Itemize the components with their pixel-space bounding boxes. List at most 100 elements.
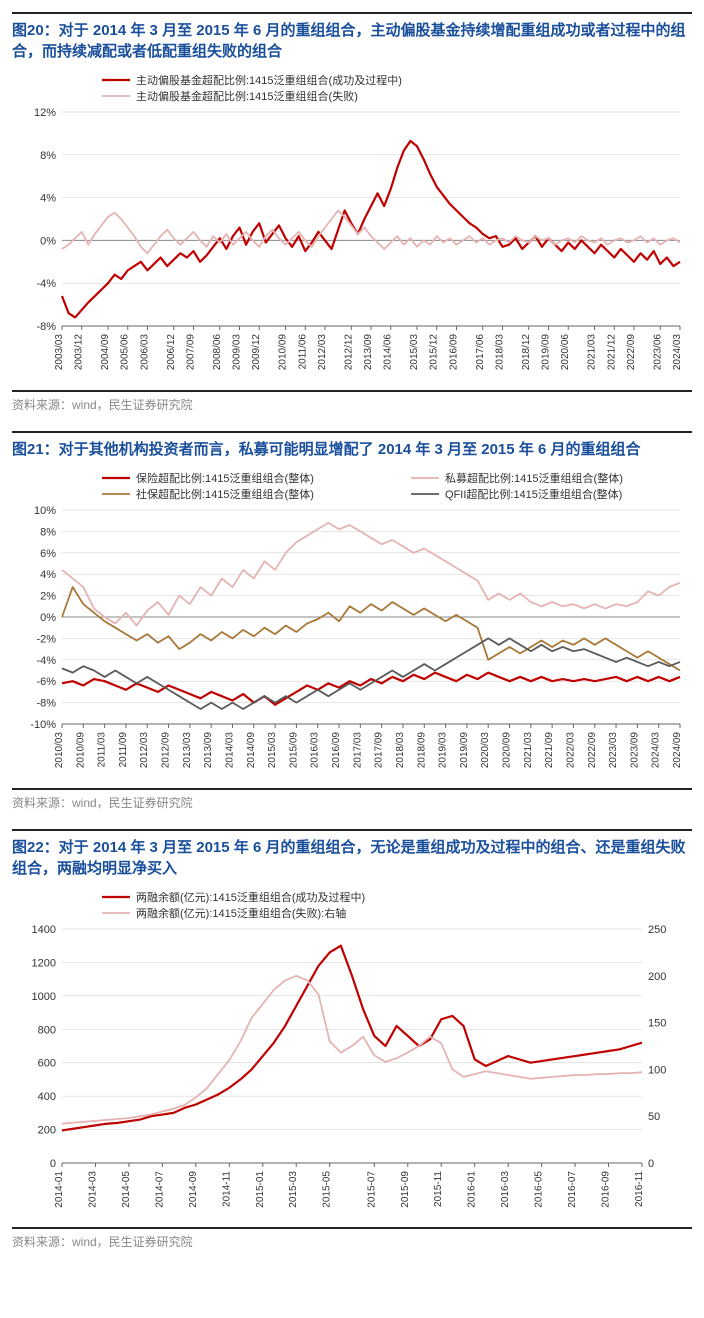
- svg-text:2020/09: 2020/09: [502, 732, 513, 769]
- svg-text:私募超配比例:1415泛重组组合(整体): 私募超配比例:1415泛重组组合(整体): [445, 471, 623, 485]
- svg-text:2008/06: 2008/06: [212, 334, 223, 371]
- svg-text:2014/06: 2014/06: [383, 334, 394, 371]
- svg-text:2015-05: 2015-05: [322, 1171, 333, 1208]
- svg-text:2021/09: 2021/09: [544, 732, 555, 769]
- svg-text:4%: 4%: [40, 569, 56, 581]
- svg-text:2022/09: 2022/09: [587, 732, 598, 769]
- svg-text:2010/09: 2010/09: [75, 732, 86, 769]
- svg-text:100: 100: [648, 1064, 666, 1076]
- svg-text:2016-03: 2016-03: [500, 1171, 511, 1208]
- svg-text:社保超配比例:1415泛重组组合(整体): 社保超配比例:1415泛重组组合(整体): [136, 487, 314, 501]
- svg-text:2010/03: 2010/03: [54, 732, 65, 769]
- svg-text:2011/03: 2011/03: [97, 732, 108, 768]
- svg-text:2015-09: 2015-09: [400, 1171, 411, 1208]
- svg-text:2022/09: 2022/09: [626, 334, 637, 371]
- svg-text:4%: 4%: [40, 193, 56, 205]
- svg-text:主动偏股基金超配比例:1415泛重组组合(成功及过程中): 主动偏股基金超配比例:1415泛重组组合(成功及过程中): [136, 73, 402, 87]
- svg-text:2017/06: 2017/06: [475, 334, 486, 371]
- svg-text:8%: 8%: [40, 150, 56, 162]
- svg-text:2009/03: 2009/03: [232, 334, 243, 371]
- svg-text:6%: 6%: [40, 548, 56, 560]
- svg-text:150: 150: [648, 1018, 666, 1030]
- svg-text:2003/12: 2003/12: [74, 334, 85, 371]
- svg-text:2006/03: 2006/03: [139, 334, 150, 371]
- svg-text:-8%: -8%: [36, 698, 56, 710]
- svg-text:2023/03: 2023/03: [608, 732, 619, 769]
- svg-text:2003/03: 2003/03: [54, 334, 65, 371]
- svg-text:10%: 10%: [34, 505, 56, 517]
- svg-text:2014/03: 2014/03: [224, 732, 235, 769]
- svg-text:2015-11: 2015-11: [433, 1171, 444, 1207]
- svg-text:2012/09: 2012/09: [161, 732, 172, 769]
- svg-text:2018/03: 2018/03: [494, 334, 505, 371]
- svg-text:2014-11: 2014-11: [221, 1171, 232, 1207]
- svg-text:2016-11: 2016-11: [634, 1171, 645, 1207]
- svg-text:2015-03: 2015-03: [288, 1171, 299, 1208]
- svg-text:2024/03: 2024/03: [651, 732, 662, 769]
- svg-text:2014-05: 2014-05: [121, 1171, 132, 1208]
- figure-21: 图21：对于其他机构投资者而言，私募可能明显增配了 2014 年 3 月至 20…: [12, 431, 692, 811]
- figure-22-title: 图22：对于 2014 年 3 月至 2015 年 6 月的重组组合，无论是重组…: [12, 829, 692, 883]
- svg-text:2016/09: 2016/09: [331, 732, 342, 769]
- svg-text:保险超配比例:1415泛重组组合(整体): 保险超配比例:1415泛重组组合(整体): [136, 471, 314, 485]
- svg-text:12%: 12%: [34, 107, 56, 119]
- svg-text:2024/03: 2024/03: [672, 334, 683, 371]
- svg-text:-4%: -4%: [36, 278, 56, 290]
- svg-text:2021/12: 2021/12: [606, 334, 617, 371]
- svg-text:0: 0: [648, 1158, 654, 1170]
- svg-text:2021/03: 2021/03: [523, 732, 534, 769]
- svg-text:2015-07: 2015-07: [366, 1171, 377, 1208]
- figure-22-source: 资料来源：wind，民生证券研究院: [12, 1229, 692, 1250]
- svg-text:2022/03: 2022/03: [565, 732, 576, 769]
- figure-22-chart: 两融余额(亿元):1415泛重组组合(成功及过程中) 两融余额(亿元):1415泛…: [12, 883, 692, 1229]
- figure-20-source: 资料来源：wind，民生证券研究院: [12, 392, 692, 413]
- svg-text:2018/09: 2018/09: [416, 732, 427, 769]
- figure-21-chart: 保险超配比例:1415泛重组组合(整体) 私募超配比例:1415泛重组组合(整体)…: [12, 464, 692, 790]
- figure-22: 图22：对于 2014 年 3 月至 2015 年 6 月的重组组合，无论是重组…: [12, 829, 692, 1250]
- svg-text:2016/09: 2016/09: [448, 334, 459, 371]
- svg-text:-4%: -4%: [36, 655, 56, 667]
- svg-text:2016-05: 2016-05: [534, 1171, 545, 1208]
- svg-text:2015/03: 2015/03: [409, 334, 420, 371]
- svg-text:2012/12: 2012/12: [343, 334, 354, 371]
- svg-text:200: 200: [38, 1125, 56, 1137]
- svg-text:2%: 2%: [40, 591, 56, 603]
- svg-text:2004/09: 2004/09: [100, 334, 111, 371]
- svg-text:2016-01: 2016-01: [467, 1171, 478, 1208]
- svg-text:两融余额(亿元):1415泛重组组合(成功及过程中): 两融余额(亿元):1415泛重组组合(成功及过程中): [136, 890, 365, 904]
- svg-text:两融余额(亿元):1415泛重组组合(失败):右轴: 两融余额(亿元):1415泛重组组合(失败):右轴: [136, 906, 346, 920]
- svg-text:-10%: -10%: [30, 719, 56, 731]
- svg-text:2015/09: 2015/09: [288, 732, 299, 769]
- svg-text:2010/09: 2010/09: [278, 334, 289, 371]
- svg-text:2014/09: 2014/09: [246, 732, 257, 769]
- figure-21-source: 资料来源：wind，民生证券研究院: [12, 790, 692, 811]
- svg-text:2013/09: 2013/09: [203, 732, 214, 769]
- svg-text:2016-09: 2016-09: [601, 1171, 612, 1208]
- svg-text:200: 200: [648, 971, 666, 983]
- figure-21-title: 图21：对于其他机构投资者而言，私募可能明显增配了 2014 年 3 月至 20…: [12, 431, 692, 464]
- svg-text:2014-07: 2014-07: [154, 1171, 165, 1208]
- svg-text:2020/06: 2020/06: [560, 334, 571, 371]
- svg-text:2014-09: 2014-09: [188, 1171, 199, 1208]
- svg-text:2023/06: 2023/06: [652, 334, 663, 371]
- svg-text:2012/03: 2012/03: [317, 334, 328, 371]
- svg-text:2016/03: 2016/03: [310, 732, 321, 769]
- svg-text:600: 600: [38, 1058, 56, 1070]
- svg-text:2016-07: 2016-07: [567, 1171, 578, 1208]
- svg-text:1200: 1200: [32, 957, 56, 969]
- figure-20: 图20：对于 2014 年 3 月至 2015 年 6 月的重组组合，主动偏股基…: [12, 12, 692, 413]
- svg-text:2018/12: 2018/12: [521, 334, 532, 371]
- svg-text:2013/03: 2013/03: [182, 732, 193, 769]
- svg-text:2019/09: 2019/09: [459, 732, 470, 769]
- svg-text:2012/03: 2012/03: [139, 732, 150, 769]
- svg-text:2007/09: 2007/09: [185, 334, 196, 371]
- svg-text:2018/03: 2018/03: [395, 732, 406, 769]
- svg-text:800: 800: [38, 1024, 56, 1036]
- svg-text:2005/06: 2005/06: [120, 334, 131, 371]
- svg-text:1400: 1400: [32, 924, 56, 936]
- svg-text:2015/03: 2015/03: [267, 732, 278, 769]
- svg-text:-2%: -2%: [36, 633, 56, 645]
- svg-text:-6%: -6%: [36, 676, 56, 688]
- svg-text:2017/09: 2017/09: [374, 732, 385, 769]
- svg-text:2006/12: 2006/12: [166, 334, 177, 371]
